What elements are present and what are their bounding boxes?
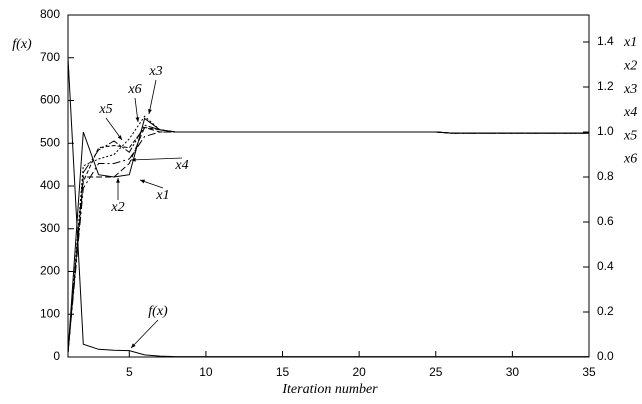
arrow-head: [117, 135, 122, 140]
y-tick-label: 100: [40, 306, 60, 320]
arrow-head: [140, 179, 145, 184]
y2-tick-label: 0.8: [597, 169, 614, 183]
arrow-head: [135, 117, 140, 122]
x-tick-label: 30: [506, 365, 520, 379]
annotation: x4: [174, 158, 188, 173]
annotation: f(x): [148, 304, 168, 319]
y-tick-label: 0: [53, 349, 60, 363]
annotation: x1: [155, 188, 169, 203]
y-tick-label: 600: [40, 93, 60, 107]
arrow-head: [116, 178, 120, 183]
y-tick-label: 800: [40, 7, 60, 21]
y2-tick-label: 0.0: [597, 349, 614, 363]
y-tick-label: 300: [40, 221, 60, 235]
x-tick-label: 25: [429, 365, 443, 379]
arrow-head: [148, 109, 152, 114]
y2-tick-label: 0.2: [597, 304, 614, 318]
series-line: [67, 131, 589, 353]
x-tick-label: 35: [582, 365, 596, 379]
series-line: [67, 117, 589, 353]
y2-tick-label: 1.0: [597, 124, 614, 138]
x-tick-label: 10: [199, 365, 213, 379]
x-tick-label: 15: [276, 365, 290, 379]
arrow-head: [131, 343, 136, 348]
plot-frame: [67, 14, 590, 358]
x-tick-label: 20: [352, 365, 366, 379]
y2-tick-label: 1.4: [597, 34, 614, 48]
series-line: [67, 115, 589, 353]
legend-label: x3: [623, 82, 637, 97]
y-tick-label: 700: [40, 50, 60, 64]
annotation: x2: [110, 200, 124, 215]
annotation-arrow: [130, 319, 159, 349]
legend-label: x1: [623, 35, 637, 50]
annotation: x3: [148, 64, 162, 79]
annotation: x5: [98, 102, 112, 117]
series-line: [67, 126, 589, 353]
y-tick-label: 200: [40, 264, 60, 278]
y-axis-label: f(x): [12, 37, 32, 52]
annotation-arrow: [130, 157, 183, 161]
series-line: [67, 126, 589, 353]
y2-tick-label: 1.2: [597, 79, 614, 93]
annotation-arrow: [148, 79, 157, 115]
annotation: x6: [127, 82, 141, 97]
arrow-head: [131, 157, 136, 162]
legend-label: x6: [623, 152, 637, 167]
y2-tick-label: 0.4: [597, 259, 614, 273]
legend-label: x4: [623, 105, 637, 120]
y2-tick-label: 0.6: [597, 214, 614, 228]
legend-label: x2: [623, 59, 637, 74]
series-line: [67, 57, 589, 358]
x-axis-label: Iteration number: [281, 382, 378, 397]
series-line: [67, 124, 589, 353]
legend-label: x5: [623, 128, 637, 143]
y-tick-label: 400: [40, 178, 60, 192]
y-tick-label: 500: [40, 135, 60, 149]
x-tick-label: 5: [126, 365, 133, 379]
